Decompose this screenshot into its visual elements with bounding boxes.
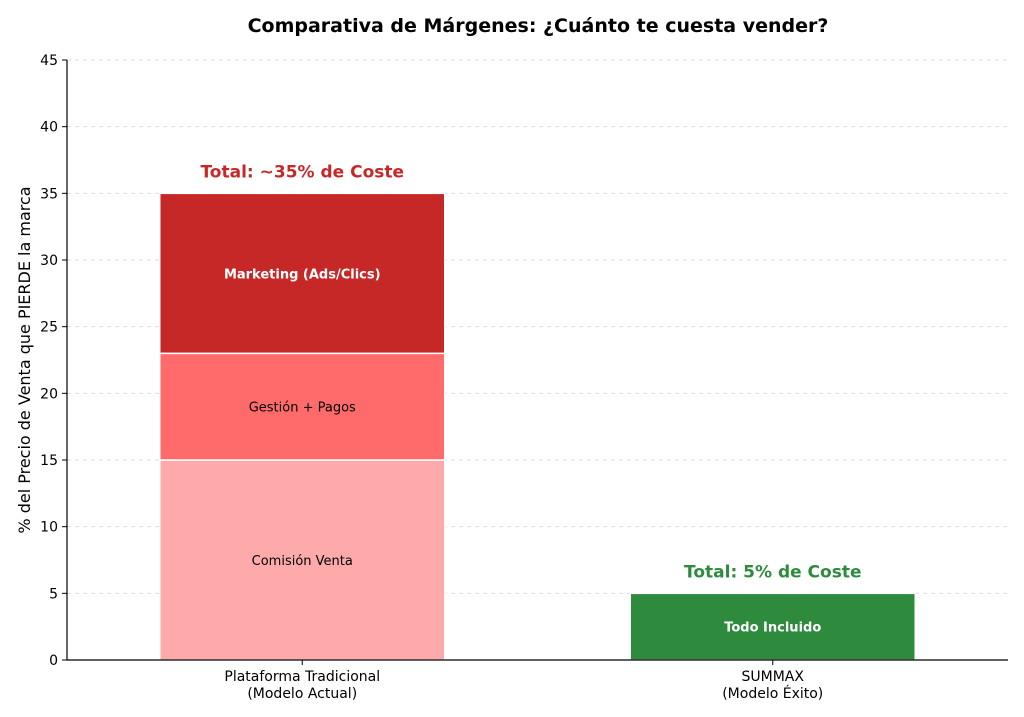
x-tick-label: (Modelo Actual) bbox=[247, 686, 357, 702]
segment-label: Gestión + Pagos bbox=[249, 401, 356, 416]
y-tick-label: 40 bbox=[40, 120, 58, 136]
x-tick-label: Plataforma Tradicional bbox=[224, 669, 380, 685]
y-tick-label: 0 bbox=[49, 653, 58, 669]
bar-total-label: Total: ~35% de Coste bbox=[200, 162, 404, 182]
axes bbox=[66, 60, 1008, 661]
y-tick-label: 20 bbox=[40, 386, 58, 402]
y-axis-ticks: 0 5 10 15 20 25 30 35 40 45 bbox=[40, 53, 67, 669]
x-axis-ticks: Plataforma Tradicional(Modelo Actual) SUM… bbox=[224, 660, 823, 702]
y-tick-label: 25 bbox=[40, 320, 58, 336]
chart-title: Comparativa de Márgenes: ¿Cuánto te cues… bbox=[248, 15, 829, 37]
y-tick-label: 30 bbox=[40, 253, 58, 269]
segment-label: Comisión Venta bbox=[252, 554, 353, 569]
y-tick-label: 5 bbox=[49, 586, 58, 602]
x-tick-label: SUMMAX bbox=[742, 669, 805, 685]
y-tick-label: 45 bbox=[40, 53, 58, 69]
bar-total-label: Total: 5% de Coste bbox=[684, 562, 862, 582]
bars: Comisión Venta Gestión + Pagos Marketing (… bbox=[159, 162, 916, 661]
y-tick-label: 10 bbox=[40, 520, 58, 536]
y-axis-label: % del Precio de Venta que PIERDE la marc… bbox=[15, 186, 34, 533]
y-tick-label: 15 bbox=[40, 453, 58, 469]
segment-label: Todo Incluido bbox=[724, 621, 821, 636]
segment-label: Marketing (Ads/Clics) bbox=[224, 267, 381, 282]
bar-segment bbox=[159, 459, 446, 661]
y-tick-label: 35 bbox=[40, 186, 58, 202]
bar-segment bbox=[159, 192, 446, 355]
x-tick-label: (Modelo Éxito) bbox=[722, 685, 823, 702]
